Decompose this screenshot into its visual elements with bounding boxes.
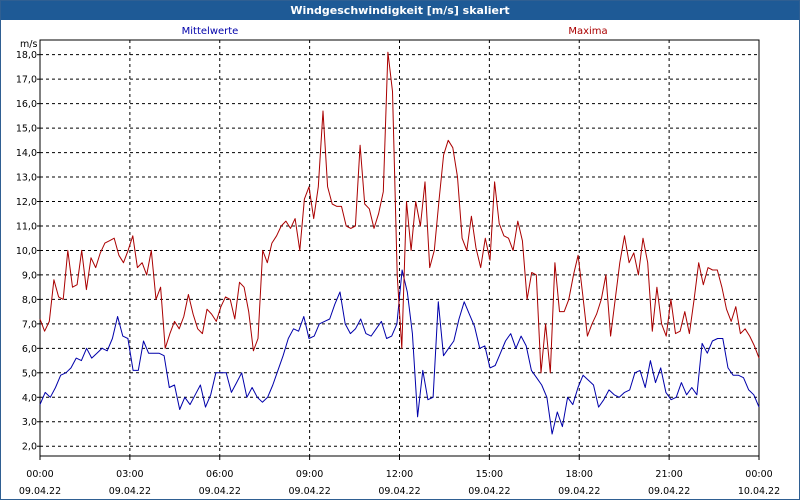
y-tick-label: 8,0 [22, 295, 37, 306]
series-line-mittelwerte [39, 269, 760, 435]
y-tick-label: 6,0 [22, 344, 37, 355]
y-tick-label: 12,0 [16, 197, 37, 208]
chart-title: Windgeschwindigkeit [m/s] skaliert [1, 1, 799, 20]
x-tick-time: 09:00 [296, 469, 323, 480]
x-tick-date: 09.04.22 [468, 486, 510, 497]
x-tick-time: 06:00 [206, 469, 233, 480]
plot-area [39, 39, 760, 457]
y-tick-label: 16,0 [16, 99, 37, 110]
y-tick-label: 10,0 [16, 246, 37, 257]
x-tick-date: 09.04.22 [288, 486, 330, 497]
x-tick-time: 00:00 [745, 469, 772, 480]
x-tick-time: 18:00 [566, 469, 593, 480]
y-tick-label: 4,0 [22, 393, 37, 404]
x-tick-time: 12:00 [386, 469, 413, 480]
y-axis-ticks: 2,0 3,0 4,0 5,0 6,0 7,0 8,0 9,0 10,0 11,0 12,0 13,0… [16, 50, 40, 453]
x-tick-time: 00:00 [26, 469, 53, 480]
series-line-maxima [39, 51, 760, 374]
y-tick-label: 13,0 [16, 173, 37, 184]
x-tick-date: 09.04.22 [558, 486, 600, 497]
x-tick-time: 03:00 [116, 469, 143, 480]
y-axis-unit-label: m/s [20, 39, 37, 50]
series-lines [39, 51, 760, 435]
x-tick-date: 09.04.22 [19, 486, 61, 497]
y-tick-label: 3,0 [22, 417, 37, 428]
legend-maxima: Maxima [568, 26, 607, 37]
y-tick-label: 11,0 [16, 221, 37, 232]
y-tick-label: 9,0 [22, 270, 37, 281]
y-tick-label: 5,0 [22, 368, 37, 379]
y-tick-label: 7,0 [22, 319, 37, 330]
x-tick-date: 10.04.22 [738, 486, 780, 497]
x-tick-date: 09.04.22 [109, 486, 151, 497]
x-tick-time: 15:00 [476, 469, 503, 480]
x-tick-date: 09.04.22 [199, 486, 241, 497]
y-tick-label: 14,0 [16, 148, 37, 159]
legend-mittelwerte: Mittelwerte [182, 26, 239, 37]
x-tick-time: 21:00 [655, 469, 682, 480]
x-tick-date: 09.04.22 [378, 486, 420, 497]
y-tick-label: 2,0 [22, 442, 37, 453]
x-axis-ticks: 00:00 09.04.22 03:00 09.04.22 06:00 09.04.22 0… [19, 456, 780, 497]
y-tick-label: 18,0 [16, 50, 37, 61]
y-tick-label: 17,0 [16, 75, 37, 86]
y-tick-label: 15,0 [16, 124, 37, 135]
x-tick-date: 09.04.22 [648, 486, 690, 497]
